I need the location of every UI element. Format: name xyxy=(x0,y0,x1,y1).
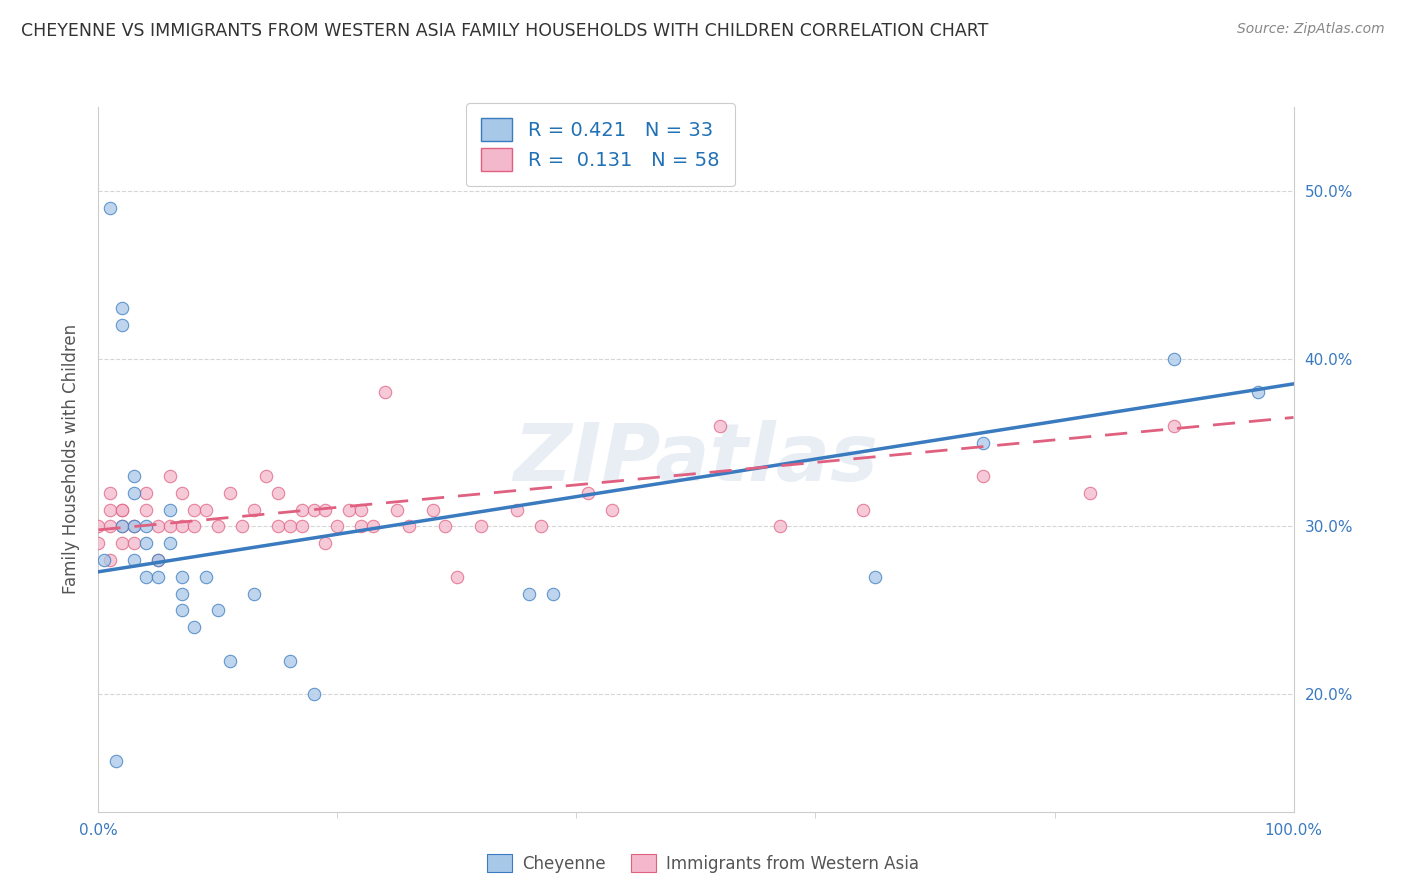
Point xyxy=(98,553,122,567)
Legend: R = 0.421   N = 33, R =  0.131   N = 58: R = 0.421 N = 33, R = 0.131 N = 58 xyxy=(465,103,735,186)
Point xyxy=(135,570,157,584)
Point xyxy=(98,201,122,215)
Point xyxy=(111,519,134,533)
Point xyxy=(87,536,110,550)
Point xyxy=(207,603,229,617)
Point xyxy=(98,519,122,533)
Point xyxy=(350,519,373,533)
Point xyxy=(124,519,146,533)
Point xyxy=(446,570,468,584)
Point xyxy=(111,536,134,550)
Point xyxy=(267,486,290,500)
Text: Source: ZipAtlas.com: Source: ZipAtlas.com xyxy=(1237,22,1385,37)
Point xyxy=(541,586,564,600)
Text: CHEYENNE VS IMMIGRANTS FROM WESTERN ASIA FAMILY HOUSEHOLDS WITH CHILDREN CORRELA: CHEYENNE VS IMMIGRANTS FROM WESTERN ASIA… xyxy=(21,22,988,40)
Point xyxy=(278,654,301,668)
Point xyxy=(398,519,420,533)
Point xyxy=(98,502,122,516)
Point xyxy=(172,586,194,600)
Point xyxy=(1163,418,1185,433)
Point xyxy=(302,502,325,516)
Point xyxy=(172,519,194,533)
Point xyxy=(172,486,194,500)
Point xyxy=(135,502,157,516)
Point xyxy=(339,502,361,516)
Point xyxy=(111,502,134,516)
Point xyxy=(243,502,266,516)
Point xyxy=(768,519,790,533)
Point xyxy=(159,469,181,483)
Point xyxy=(159,536,181,550)
Point xyxy=(709,418,731,433)
Point xyxy=(422,502,444,516)
Point xyxy=(363,519,385,533)
Point xyxy=(530,519,553,533)
Point xyxy=(278,519,301,533)
Point xyxy=(350,502,373,516)
Point xyxy=(93,553,115,567)
Point xyxy=(135,536,157,550)
Point xyxy=(195,502,218,516)
Point xyxy=(207,519,229,533)
Point xyxy=(972,435,994,450)
Point xyxy=(98,486,122,500)
Point xyxy=(517,586,540,600)
Point xyxy=(159,519,181,533)
Point xyxy=(578,486,600,500)
Point xyxy=(124,553,146,567)
Point xyxy=(254,469,277,483)
Point xyxy=(291,519,314,533)
Point xyxy=(87,519,110,533)
Point xyxy=(172,570,194,584)
Point xyxy=(219,486,242,500)
Point xyxy=(124,486,146,500)
Point xyxy=(385,502,409,516)
Point xyxy=(231,519,253,533)
Point xyxy=(972,469,994,483)
Point xyxy=(183,519,205,533)
Point xyxy=(172,603,194,617)
Point xyxy=(315,502,337,516)
Legend: Cheyenne, Immigrants from Western Asia: Cheyenne, Immigrants from Western Asia xyxy=(481,847,925,880)
Point xyxy=(506,502,529,516)
Point xyxy=(148,570,170,584)
Point xyxy=(148,553,170,567)
Point xyxy=(302,687,325,701)
Point xyxy=(243,586,266,600)
Point xyxy=(159,502,181,516)
Point xyxy=(111,318,134,333)
Point xyxy=(111,502,134,516)
Point xyxy=(1247,385,1270,400)
Point xyxy=(124,469,146,483)
Point xyxy=(195,570,218,584)
Point xyxy=(111,301,134,316)
Text: ZIPatlas: ZIPatlas xyxy=(513,420,879,499)
Point xyxy=(1163,351,1185,366)
Point xyxy=(434,519,457,533)
Point xyxy=(291,502,314,516)
Point xyxy=(111,519,134,533)
Point xyxy=(183,620,205,634)
Point xyxy=(148,553,170,567)
Point xyxy=(124,519,146,533)
Point xyxy=(852,502,875,516)
Point xyxy=(183,502,205,516)
Point xyxy=(326,519,349,533)
Point xyxy=(124,536,146,550)
Point xyxy=(267,519,290,533)
Point xyxy=(105,755,128,769)
Point xyxy=(219,654,242,668)
Point xyxy=(315,536,337,550)
Point xyxy=(602,502,624,516)
Y-axis label: Family Households with Children: Family Households with Children xyxy=(62,325,80,594)
Point xyxy=(135,519,157,533)
Point xyxy=(470,519,492,533)
Point xyxy=(1080,486,1102,500)
Point xyxy=(148,519,170,533)
Point xyxy=(374,385,396,400)
Point xyxy=(135,486,157,500)
Point xyxy=(865,570,887,584)
